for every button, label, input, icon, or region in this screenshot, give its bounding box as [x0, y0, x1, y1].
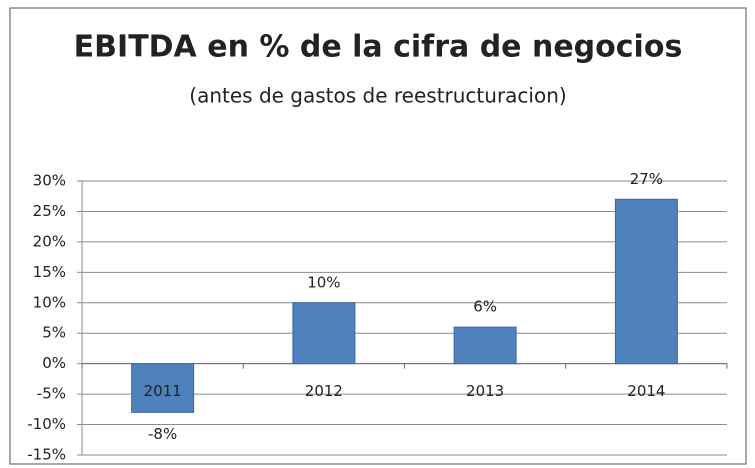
bar	[453, 326, 517, 365]
chart-subtitle: (antes de gastos de reestructuracion)	[189, 84, 566, 108]
x-tick-label: 2011	[144, 382, 182, 400]
x-tick-label: 2013	[466, 382, 504, 400]
y-tick-label: -15%	[27, 446, 66, 464]
x-tick-label: 2014	[627, 382, 665, 400]
chart-title: EBITDA en % de la cifra de negocios	[74, 30, 683, 65]
y-tick-label: 5%	[42, 324, 66, 342]
value-label: -8%	[148, 425, 177, 443]
y-tick-label: -10%	[27, 415, 66, 433]
y-tick-label: -5%	[37, 385, 66, 403]
value-label: 27%	[630, 170, 663, 188]
value-label: 6%	[473, 298, 497, 316]
y-tick-label: 30%	[33, 172, 66, 190]
y-tick-label: 10%	[33, 293, 66, 311]
value-label: 10%	[307, 273, 340, 291]
x-tick-label: 2012	[305, 382, 343, 400]
y-tick-label: 0%	[42, 354, 66, 372]
y-tick-label: 25%	[33, 202, 66, 220]
bar	[131, 363, 195, 413]
bar	[292, 302, 356, 365]
y-tick-label: 20%	[33, 232, 66, 250]
y-tick-label: 15%	[33, 263, 66, 281]
bar	[614, 198, 678, 365]
